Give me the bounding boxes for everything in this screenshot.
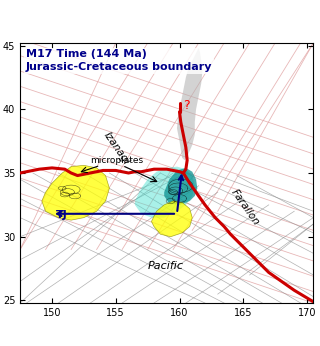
Polygon shape	[42, 165, 109, 220]
Text: Farallon: Farallon	[229, 188, 261, 227]
Polygon shape	[151, 201, 192, 237]
Text: Pacific: Pacific	[148, 261, 184, 271]
Text: Izanagi: Izanagi	[101, 130, 131, 166]
Text: M17 Time (144 Ma)
Jurassic-Cretaceous boundary: M17 Time (144 Ma) Jurassic-Cretaceous bo…	[26, 49, 212, 72]
Polygon shape	[164, 168, 197, 205]
Polygon shape	[177, 48, 203, 160]
Text: ?: ?	[183, 99, 190, 112]
Polygon shape	[135, 167, 195, 218]
Text: TJ: TJ	[56, 210, 68, 220]
Text: microplates: microplates	[90, 156, 143, 165]
